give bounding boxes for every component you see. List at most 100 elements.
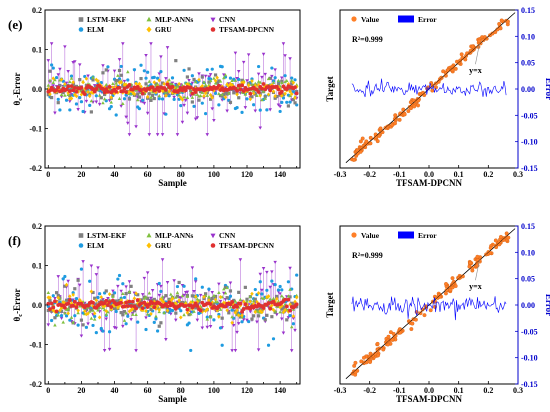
- lstm-ekf-point: [276, 82, 281, 86]
- x-tick-label: 60: [144, 386, 152, 395]
- x-tick-label: 40: [111, 170, 119, 179]
- y-tick-label: -0.1: [29, 341, 42, 350]
- tfsam-dpcnn-point: [150, 301, 155, 306]
- gru-point: [157, 78, 162, 83]
- cnn-point: [235, 77, 239, 81]
- y-tick-label: 0.0: [32, 85, 42, 94]
- mlp-anns-point: [218, 79, 223, 83]
- y-axis-title: θc-Error: [12, 73, 24, 106]
- mlp-anns-point: [170, 82, 175, 86]
- gru-point: [202, 93, 206, 99]
- gru-point: [258, 93, 263, 98]
- elm-point: [207, 287, 211, 291]
- lstm-ekf-point: [205, 91, 209, 95]
- elm-point: [218, 326, 223, 330]
- mlp-anns-point: [170, 294, 175, 299]
- tfsam-dpcnn-point: [49, 301, 54, 306]
- gru-point: [283, 308, 287, 313]
- cnn-point: [126, 121, 130, 125]
- tfsam-dpcnn-point: [230, 300, 235, 304]
- gru-point: [174, 301, 178, 306]
- gru-point: [187, 83, 191, 88]
- gru-point: [223, 95, 228, 100]
- value-point: [406, 109, 411, 114]
- lstm-ekf-point: [194, 306, 198, 310]
- elm-point: [190, 74, 194, 78]
- mlp-anns-point: [61, 320, 65, 324]
- cnn-point: [258, 126, 263, 130]
- tfsam-dpcnn-point: [51, 305, 56, 310]
- lstm-ekf-point: [187, 313, 191, 317]
- lstm-ekf-point: [280, 307, 284, 311]
- x-tick-label: 80: [177, 386, 185, 395]
- gru-point: [87, 93, 92, 99]
- lstm-ekf-point: [220, 94, 224, 98]
- gru-point: [68, 96, 72, 101]
- x-tick-label: -0.1: [393, 386, 406, 395]
- value-point: [397, 327, 402, 332]
- mlp-anns-point: [102, 97, 107, 101]
- mlp-anns-point: [238, 297, 243, 301]
- tfsam-dpcnn-point: [64, 87, 69, 92]
- panel-f-left: (f) 0 20 40 60 80 100 120 140 Sample -0.2 -0.1 0.0 0.…: [8, 222, 301, 404]
- value-point: [498, 26, 503, 31]
- elm-point: [200, 285, 204, 289]
- cnn-point: [228, 281, 233, 285]
- y2-axis-title: Error: [544, 78, 550, 100]
- value-point: [410, 321, 415, 326]
- cnn-point: [56, 275, 61, 279]
- y-title-rest: -Error: [12, 73, 22, 98]
- legend-marker: [146, 242, 152, 249]
- cnn-point: [241, 60, 246, 65]
- gru-point: [271, 89, 276, 94]
- y-axis: -0.2 -0.1 0.0 0.1 0.2: [29, 6, 48, 173]
- tfsam-dpcnn-point: [109, 305, 114, 309]
- lstm-ekf-point: [119, 73, 123, 77]
- mlp-anns-point: [276, 78, 281, 83]
- lstm-ekf-point: [288, 87, 292, 91]
- cnn-point: [124, 285, 128, 289]
- mlp-anns-point: [97, 93, 102, 97]
- gru-point: [180, 97, 185, 102]
- elm-point: [276, 288, 281, 292]
- mlp-anns-point: [230, 78, 234, 82]
- mlp-anns-point: [177, 93, 181, 97]
- elm-point: [78, 96, 82, 100]
- tfsam-dpcnn-point: [122, 86, 127, 91]
- gru-point: [271, 307, 276, 313]
- cnn-point: [258, 272, 263, 277]
- gru-point: [66, 90, 70, 96]
- gru-point: [48, 295, 52, 300]
- tfsam-dpcnn-point: [268, 88, 273, 93]
- lstm-ekf-point: [223, 91, 228, 95]
- value-point: [386, 334, 391, 339]
- gru-point: [291, 314, 296, 319]
- gru-point: [205, 307, 210, 312]
- x-tick-label: -0.2: [363, 386, 376, 395]
- tfsam-dpcnn-point: [67, 298, 72, 302]
- elm-point: [278, 109, 282, 114]
- lstm-ekf-point: [285, 318, 289, 322]
- cnn-point: [165, 46, 170, 50]
- gru-point: [124, 82, 128, 87]
- cnn-point: [53, 111, 57, 115]
- tfsam-dpcnn-point: [79, 85, 84, 90]
- elm-point: [101, 329, 105, 333]
- cnn-point: [270, 74, 274, 79]
- value-point: [393, 113, 398, 118]
- mlp-anns-point: [261, 296, 266, 300]
- lstm-ekf-point: [250, 317, 254, 321]
- gru-point: [266, 294, 271, 299]
- cnn-point: [46, 59, 51, 63]
- value-point: [381, 347, 386, 352]
- tfsam-dpcnn-point: [140, 306, 145, 310]
- lstm-ekf-point: [114, 79, 118, 83]
- cnn-point: [129, 318, 133, 322]
- cnn-point: [124, 115, 128, 119]
- legend-marker: [210, 17, 216, 23]
- cnn-point: [210, 107, 215, 111]
- elm-point: [286, 280, 291, 284]
- elm-point: [257, 64, 261, 69]
- tfsam-dpcnn-point: [241, 307, 246, 311]
- gru-point: [251, 91, 256, 96]
